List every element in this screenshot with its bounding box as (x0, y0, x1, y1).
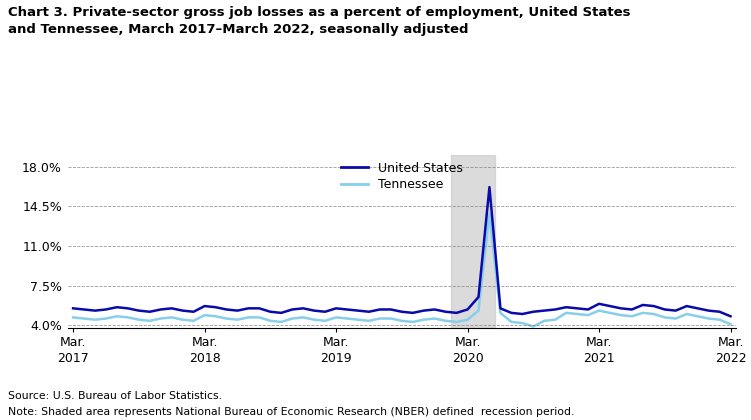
Text: Note: Shaded area represents National Bureau of Economic Research (NBER) defined: Note: Shaded area represents National Bu… (8, 407, 574, 417)
Text: Chart 3. Private-sector gross job losses as a percent of employment, United Stat: Chart 3. Private-sector gross job losses… (8, 6, 630, 19)
Text: and Tennessee, March 2017–March 2022, seasonally adjusted: and Tennessee, March 2017–March 2022, se… (8, 23, 468, 36)
Bar (451, 155, 495, 328)
Text: Source: U.S. Bureau of Labor Statistics.: Source: U.S. Bureau of Labor Statistics. (8, 391, 222, 401)
Legend: United States, Tennessee: United States, Tennessee (341, 162, 463, 192)
